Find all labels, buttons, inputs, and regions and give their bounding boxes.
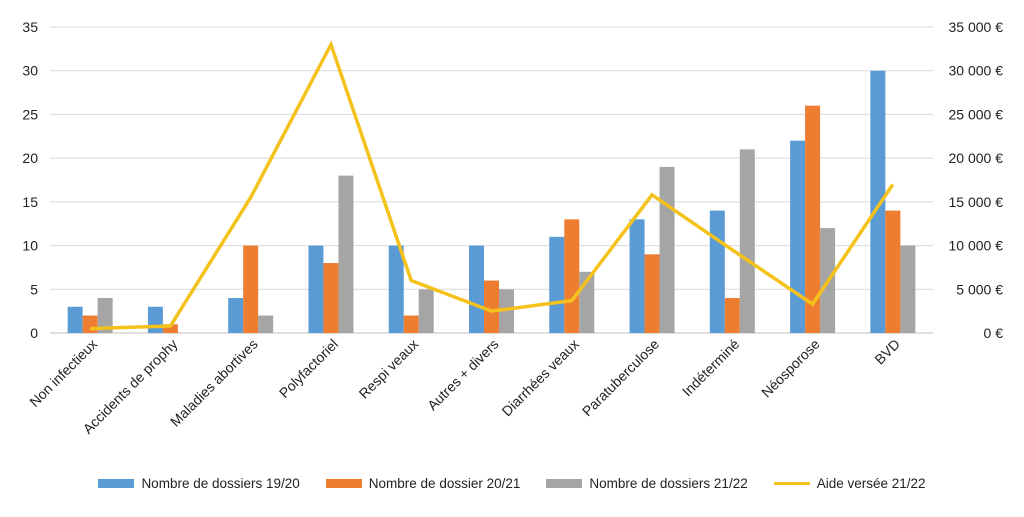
y-tick-label-left: 20 <box>22 150 38 166</box>
bar-nombre-de-dossiers-21-22-maladies-abortives <box>258 315 274 333</box>
bar-nombre-de-dossiers-21-22-non-infectieux <box>97 298 113 333</box>
legend: Nombre de dossiers 19/20 Nombre de dossi… <box>0 470 1024 496</box>
bar-nombre-de-dossiers-19-20-indetermine <box>709 210 725 333</box>
x-tick-label-bvd: BVD <box>871 336 903 368</box>
legend-item-dossiers-2122: Nombre de dossiers 21/22 <box>546 475 748 491</box>
legend-label-dossiers-1920: Nombre de dossiers 19/20 <box>141 475 300 491</box>
bar-nombre-de-dossiers-19-20-bvd <box>870 70 886 333</box>
y-tick-label-right: 20 000 € <box>949 150 1004 166</box>
bar-nombre-de-dossiers-19-20-paratuberculose <box>629 219 645 333</box>
y-tick-label-right: 35 000 € <box>949 19 1004 35</box>
y-tick-label-left: 15 <box>22 194 38 210</box>
bar-nombre-de-dossier-20-21-neosporose <box>805 105 821 333</box>
legend-item-dossiers-1920: Nombre de dossiers 19/20 <box>98 475 300 491</box>
y-tick-label-left: 5 <box>30 281 38 297</box>
x-tick-label-paratuberculose: Paratuberculose <box>579 336 663 420</box>
bar-nombre-de-dossier-20-21-respi-veaux <box>403 315 419 333</box>
legend-item-aide-2122: Aide versée 21/22 <box>773 475 926 491</box>
legend-swatch-dossier-2021 <box>325 478 362 488</box>
line-aide-versee-21-22 <box>90 40 895 331</box>
bar-nombre-de-dossiers-19-20-diarrhees-veaux <box>549 236 565 333</box>
y-tick-label-left: 25 <box>22 106 38 122</box>
y-tick-label-right: 5 000 € <box>956 281 1003 297</box>
legend-label-dossiers-2122: Nombre de dossiers 21/22 <box>589 475 748 491</box>
y-tick-label-right: 30 000 € <box>949 63 1004 79</box>
bar-nombre-de-dossiers-21-22-polyfactoriel <box>338 175 354 333</box>
x-tick-label-non-infectieux: Non infectieux <box>26 336 100 410</box>
bar-nombre-de-dossier-20-21-polyfactoriel <box>323 263 339 333</box>
y-tick-label-left: 0 <box>30 325 38 341</box>
y-tick-label-right: 10 000 € <box>949 238 1004 254</box>
bar-nombre-de-dossiers-21-22-respi-veaux <box>418 289 434 333</box>
bar-nombre-de-dossiers-19-20-respi-veaux <box>388 245 404 333</box>
bar-nombre-de-dossier-20-21-bvd <box>885 210 901 333</box>
bar-nombre-de-dossiers-19-20-maladies-abortives <box>228 298 244 333</box>
x-tick-label-polyfactoriel: Polyfactoriel <box>276 336 341 401</box>
x-tick-label-indetermine: Indéterminé <box>679 336 743 400</box>
bar-nombre-de-dossier-20-21-paratuberculose <box>644 254 660 333</box>
x-tick-label-autres-divers: Autres + divers <box>424 336 502 414</box>
bar-nombre-de-dossiers-19-20-polyfactoriel <box>308 245 324 333</box>
legend-swatch-aide-2122 <box>773 481 810 485</box>
x-tick-label-maladies-abortives: Maladies abortives <box>167 336 261 430</box>
bar-nombre-de-dossiers-19-20-non-infectieux <box>67 306 83 333</box>
y-tick-label-left: 35 <box>22 19 38 35</box>
y-tick-label-right: 25 000 € <box>949 106 1004 122</box>
bar-nombre-de-dossiers-19-20-neosporose <box>790 140 806 333</box>
bar-nombre-de-dossier-20-21-non-infectieux <box>82 315 98 333</box>
bar-nombre-de-dossiers-19-20-accidents-de-prophy <box>147 306 163 333</box>
y-tick-label-right: 0 € <box>984 325 1004 341</box>
legend-swatch-dossiers-2122 <box>546 478 583 488</box>
y-tick-label-left: 10 <box>22 238 38 254</box>
x-tick-label-respi-veaux: Respi veaux <box>356 336 422 402</box>
bar-nombre-de-dossier-20-21-autres-divers <box>484 280 499 333</box>
x-tick-label-neosporose: Néosporose <box>758 336 823 401</box>
bar-nombre-de-dossier-20-21-maladies-abortives <box>243 245 259 333</box>
legend-label-dossier-2021: Nombre de dossier 20/21 <box>368 475 521 491</box>
legend-swatch-dossiers-1920 <box>98 478 135 488</box>
legend-label-aide-2122: Aide versée 21/22 <box>816 475 926 491</box>
bar-nombre-de-dossier-20-21-diarrhees-veaux <box>564 219 580 333</box>
y-tick-label-left: 30 <box>22 63 38 79</box>
legend-item-dossier-2021: Nombre de dossier 20/21 <box>325 475 521 491</box>
bar-nombre-de-dossiers-21-22-indetermine <box>739 149 755 333</box>
y-tick-label-right: 15 000 € <box>949 194 1004 210</box>
bar-nombre-de-dossiers-21-22-paratuberculose <box>659 166 675 333</box>
bar-nombre-de-dossiers-19-20-autres-divers <box>469 245 484 333</box>
bar-nombre-de-dossiers-21-22-bvd <box>900 245 916 333</box>
x-tick-label-diarrhees-veaux: Diarrhées veaux <box>498 336 581 419</box>
bar-nombre-de-dossier-20-21-accidents-de-prophy <box>162 324 178 333</box>
bar-nombre-de-dossier-20-21-indetermine <box>724 298 740 333</box>
bar-nombre-de-dossiers-21-22-autres-divers <box>499 289 514 333</box>
